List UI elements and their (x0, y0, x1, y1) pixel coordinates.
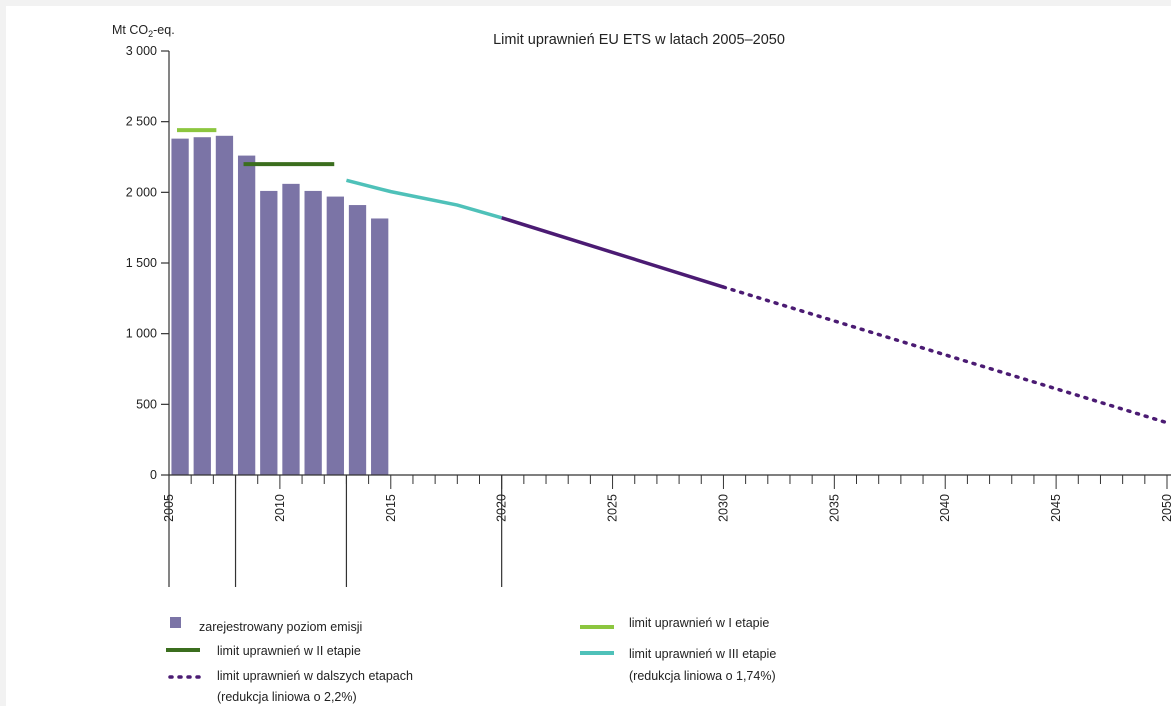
y-axis-label: Mt CO2-eq. (112, 23, 175, 39)
cap-lines (177, 128, 1169, 425)
x-tick-label-2010: 2010 (273, 494, 287, 522)
y-tick-label-3000: 3 000 (126, 44, 157, 58)
legend-phase3-label-line1: limit uprawnień w III etapie (629, 647, 776, 661)
legend-emissions-label: zarejestrowany poziom emisji (199, 620, 362, 634)
legend-later-label-line1: limit uprawnień w dalszych etapach (217, 669, 413, 683)
y-tick-label-0: 0 (150, 468, 157, 482)
emission-bar-2010 (282, 183, 300, 475)
legend: zarejestrowany poziom emisji limit uprawn… (166, 616, 776, 704)
y-tick-label-1500: 1 500 (126, 256, 157, 270)
emission-bar-2007 (215, 135, 234, 476)
legend-phase2-label: limit uprawnień w II etapie (217, 644, 361, 658)
emission-bar-2008 (237, 155, 256, 475)
phase3-cap-line (345, 178, 503, 220)
emission-bar-2009 (260, 190, 278, 476)
emission-bar-2005 (171, 138, 189, 476)
y-tick-label-500: 500 (136, 397, 157, 411)
x-tick-label-2015: 2015 (384, 494, 398, 522)
legend-later-label-line2: (redukcja liniowa o 2,2%) (217, 690, 357, 704)
x-tick-label-2050: 2050 (1160, 494, 1171, 522)
emission-bar-2013 (348, 205, 367, 475)
y-tick-label-2500: 2 500 (126, 115, 157, 129)
y-tick-label-2000: 2 000 (126, 185, 157, 199)
later-phases-line (721, 285, 1169, 425)
emission-bar-2012 (326, 196, 344, 475)
axes: 0 500 1 000 1 500 2 000 2 500 3 000 2005 2010 201… (126, 44, 1171, 587)
emission-bar-2014 (371, 218, 389, 476)
emission-bar-2006 (193, 137, 211, 476)
x-tick-label-2005: 2005 (162, 494, 176, 522)
emission-bar-2011 (304, 190, 322, 476)
chart-title: Limit uprawnień EU ETS w latach 2005–205… (493, 32, 785, 48)
y-axis-label-subscript: 2 (148, 29, 153, 39)
y-tick-label-1000: 1 000 (126, 327, 157, 341)
x-tick-label-2040: 2040 (938, 494, 952, 522)
legend-phase3-label-line2: (redukcja liniowa o 1,74%) (629, 669, 776, 683)
x-tick-label-2020: 2020 (495, 494, 509, 522)
emission-bars (171, 135, 389, 476)
phase3-trend-line (501, 216, 724, 289)
legend-phase1-label: limit uprawnień w I etapie (629, 616, 769, 630)
x-tick-label-2025: 2025 (606, 494, 620, 522)
x-tick-label-2030: 2030 (716, 494, 730, 522)
legend-emissions-swatch (170, 617, 181, 628)
x-tick-label-2045: 2045 (1049, 494, 1063, 522)
x-tick-label-2035: 2035 (827, 494, 841, 522)
